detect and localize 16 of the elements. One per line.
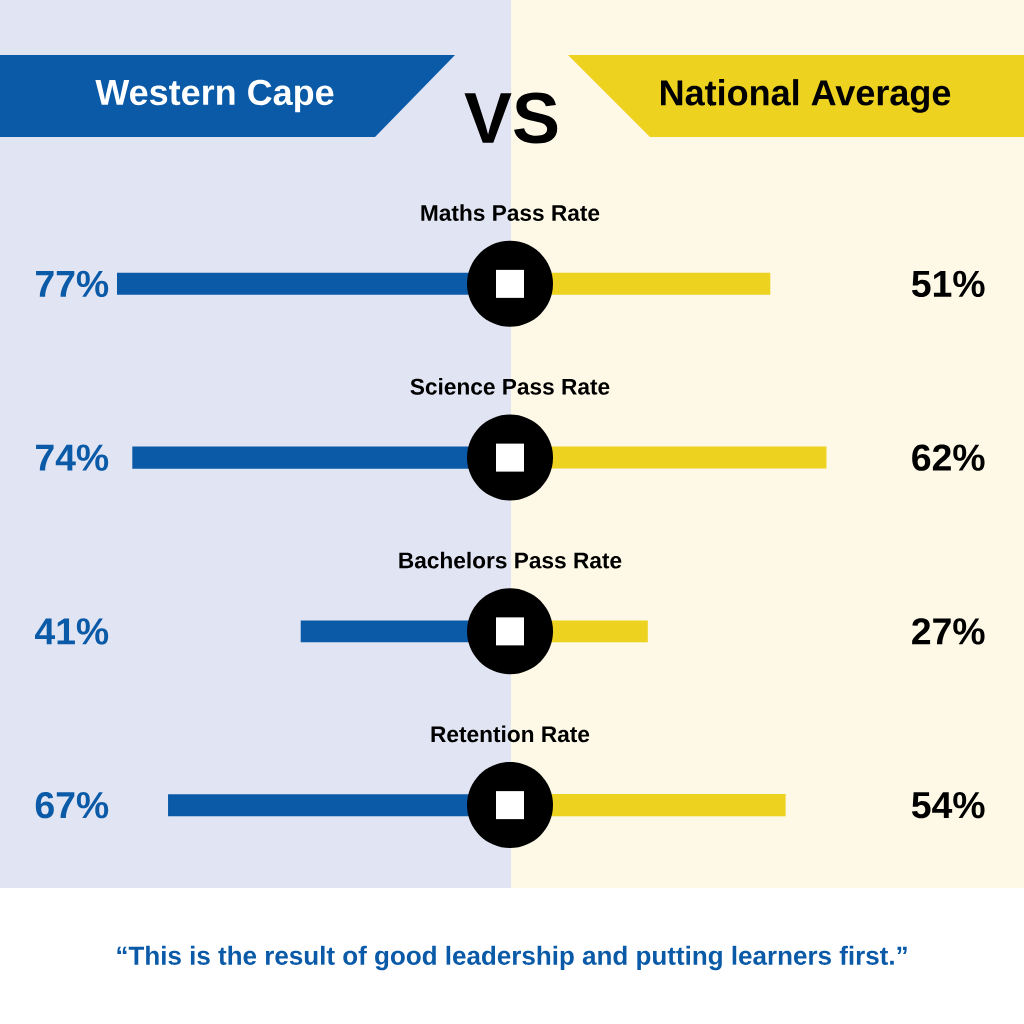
category-label: Science Pass Rate (410, 378, 610, 395)
data-label: 77% (36, 270, 109, 298)
data-label: 51% (911, 270, 985, 298)
category-label: Maths Pass Rate (421, 204, 600, 221)
category-label: Retention Rate (431, 725, 590, 743)
data-label: 62% (912, 444, 985, 471)
category-label: Bachelors Pass Rate (399, 551, 622, 569)
text: VS (464, 92, 558, 144)
data-label: 54% (911, 791, 985, 819)
data-label: 41% (35, 618, 109, 645)
text: National Average (661, 79, 951, 113)
data-label: 74% (36, 444, 109, 471)
data-label: 67% (35, 791, 109, 819)
text: Western Cape (95, 79, 334, 113)
text: “This is the result of good leadership and putting learners first.” (117, 945, 907, 971)
data-label: 27% (912, 618, 985, 645)
